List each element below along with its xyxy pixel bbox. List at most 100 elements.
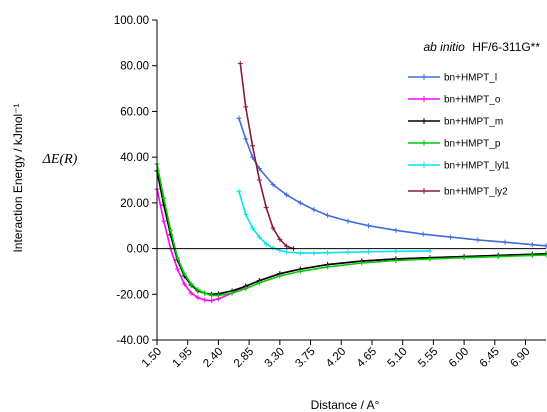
legend-marker [421, 140, 427, 146]
data-point [270, 225, 276, 231]
x-tick-label: 1.95 [171, 346, 195, 370]
y-tick-label: 40.00 [120, 152, 149, 164]
data-point [427, 248, 433, 254]
data-point [256, 234, 262, 240]
legend-label: bn+HMPT_m [444, 117, 503, 128]
x-tick-label: 4.20 [324, 346, 348, 370]
data-point [502, 239, 508, 245]
x-tick-label: 2.85 [232, 346, 256, 370]
data-point [236, 115, 242, 121]
series-line-bn+HMPT_p [156, 163, 547, 297]
series-line-bn+HMPT_o [156, 188, 547, 302]
data-point [366, 249, 372, 255]
legend-label: bn+HMPT_lyl1 [444, 161, 510, 172]
data-point [393, 248, 399, 254]
legend-marker [421, 188, 427, 194]
data-point [427, 256, 433, 262]
data-point [263, 204, 269, 210]
data-point [209, 292, 215, 298]
legend-marker [421, 96, 427, 102]
legend-marker [421, 118, 427, 124]
y-tick-label: 0.00 [127, 244, 149, 256]
data-point [311, 207, 317, 213]
data-point [195, 287, 201, 293]
series-line-bn+HMPT_l [238, 118, 547, 247]
data-point [215, 292, 221, 298]
series-layer [154, 60, 547, 304]
data-point [284, 243, 290, 249]
data-point [345, 249, 351, 255]
data-point [174, 266, 180, 272]
data-point [325, 264, 331, 270]
legend-label: bn+HMPT_l [444, 73, 497, 84]
data-point [202, 290, 208, 296]
data-point [270, 182, 276, 188]
x-tick-label: 6.00 [447, 346, 471, 370]
data-point [393, 257, 399, 263]
data-point [447, 234, 453, 240]
data-point [325, 212, 331, 218]
data-point [325, 250, 331, 256]
data-point [297, 200, 303, 206]
annotation-prefix: ab initio [423, 40, 465, 54]
legend-label: bn+HMPT_ly2 [444, 187, 508, 198]
method-annotation: ab initio HF/6-311G** [423, 40, 540, 54]
legend-marker [421, 162, 427, 168]
data-point [188, 290, 194, 296]
x-tick-label: 3.75 [293, 346, 317, 370]
data-point [297, 250, 303, 256]
data-point [250, 225, 256, 231]
data-point [270, 245, 276, 251]
data-point [250, 143, 256, 149]
data-point [229, 290, 235, 296]
data-point [243, 286, 249, 292]
data-point [461, 255, 467, 261]
y-tick-label: 20.00 [120, 198, 149, 210]
data-point [393, 227, 399, 233]
data-point [209, 298, 215, 304]
data-point [366, 223, 372, 229]
x-tick-label: 5.55 [416, 346, 440, 370]
data-point [202, 297, 208, 303]
y-tick-label: 80.00 [120, 61, 149, 73]
x-tick-label: 3.30 [263, 346, 287, 370]
data-point [243, 211, 249, 217]
y-axis-title: Interaction Energy / kJmol⁻¹ [11, 103, 25, 252]
data-point [181, 271, 187, 277]
data-point [345, 218, 351, 224]
x-tick-label: 6.45 [478, 346, 502, 370]
y-tick-label: -40.00 [116, 335, 149, 347]
x-tick-label: 4.65 [355, 346, 379, 370]
y-tick-label: 60.00 [120, 106, 149, 118]
data-point [168, 227, 174, 233]
x-axis-title: Distance / A° [311, 398, 380, 412]
data-point [277, 236, 283, 242]
data-point [529, 242, 535, 248]
data-point [311, 250, 317, 256]
data-point [495, 254, 501, 260]
annotation-method: HF/6-311G** [472, 40, 540, 54]
data-point [277, 273, 283, 279]
data-point [181, 281, 187, 287]
legend-label: bn+HMPT_p [444, 139, 501, 150]
x-tick-label: 5.10 [385, 346, 409, 370]
delta-e-symbol: ΔE(R) [42, 152, 78, 167]
y-tick-label: 100.00 [114, 15, 149, 27]
y-tick-label: -20.00 [116, 289, 149, 301]
data-point [420, 231, 426, 237]
x-tick-label: 2.40 [201, 346, 225, 370]
data-point [161, 195, 167, 201]
x-tick-label: 1.50 [140, 346, 164, 370]
legend-marker [421, 74, 427, 80]
data-point [256, 177, 262, 183]
legend: bn+HMPT_l bn+HMPT_o bn+HMPT_m bn+HMPT_p bn+H… [408, 73, 510, 198]
x-tick-label: 6.90 [508, 346, 532, 370]
data-point [284, 249, 290, 255]
data-point [174, 255, 180, 261]
data-point [237, 60, 243, 66]
data-point [529, 252, 535, 258]
data-point [243, 136, 249, 142]
data-point [543, 243, 547, 249]
data-point [475, 237, 481, 243]
